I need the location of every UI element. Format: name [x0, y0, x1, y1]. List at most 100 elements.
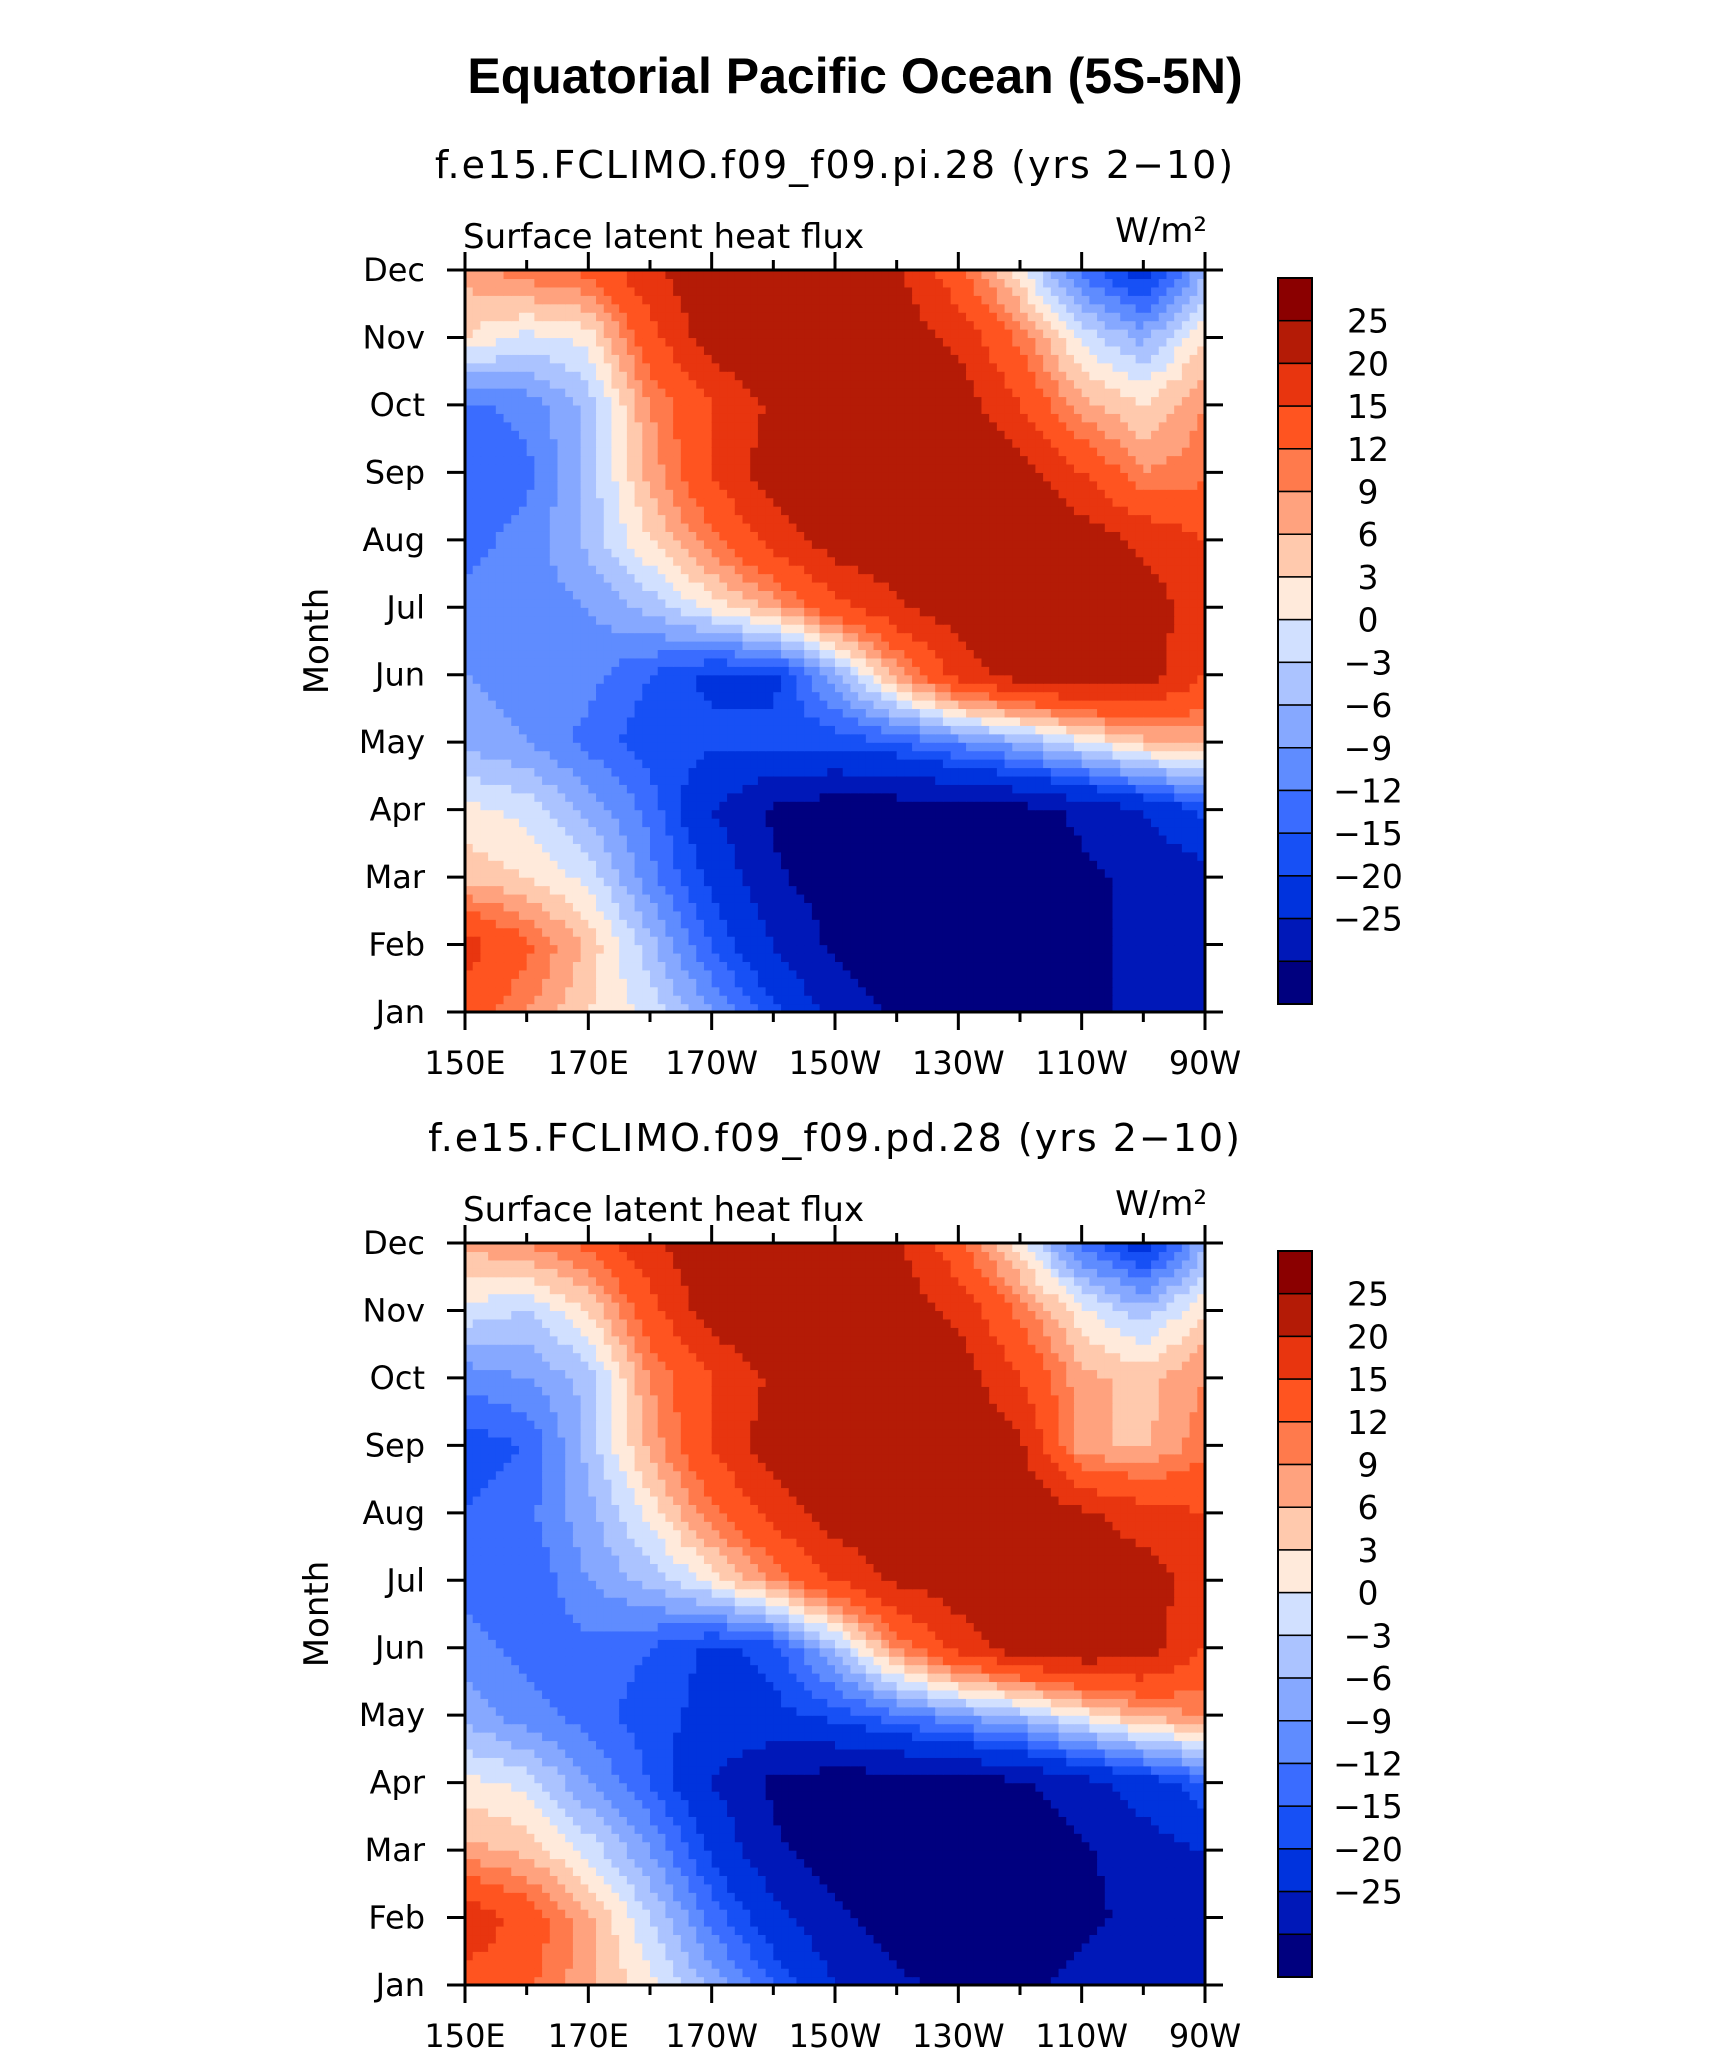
heatmap-cell	[1135, 750, 1144, 760]
heatmap-cell	[673, 927, 682, 937]
heatmap-cell	[1158, 700, 1168, 710]
heatmap-cell	[1050, 683, 1060, 693]
heatmap-cell	[542, 986, 551, 996]
heatmap-cell	[1112, 877, 1121, 887]
heatmap-cell	[819, 607, 828, 617]
heatmap-cell	[1097, 860, 1106, 870]
heatmap-cell	[942, 860, 952, 870]
heatmap-cell	[703, 775, 713, 785]
heatmap-cell	[896, 868, 905, 878]
heatmap-cell	[1012, 767, 1021, 777]
heatmap-cell	[966, 725, 975, 735]
heatmap-cell	[557, 919, 566, 929]
heatmap-cell	[1104, 978, 1114, 988]
heatmap-cell	[1189, 927, 1198, 937]
heatmap-cell	[665, 952, 674, 963]
heatmap-cell	[981, 742, 990, 752]
heatmap-cell	[1035, 919, 1044, 929]
heatmap-cell	[465, 700, 474, 710]
heatmap-cell	[873, 893, 882, 903]
heatmap-cell	[773, 683, 782, 693]
heatmap-cell	[1066, 893, 1075, 903]
heatmap-cell	[503, 784, 512, 794]
heatmap-cell	[912, 759, 921, 769]
heatmap-cell	[881, 683, 890, 693]
heatmap-cell	[703, 1003, 713, 1013]
heatmap-cell	[819, 969, 828, 979]
heatmap-cell	[1081, 725, 1090, 735]
heatmap-cell	[657, 742, 667, 752]
heatmap-cell	[1120, 910, 1129, 920]
heatmap-cell	[1143, 860, 1152, 870]
heatmap-cell	[1104, 877, 1114, 887]
heatmap-cell	[881, 885, 890, 895]
heatmap-cell	[603, 683, 613, 693]
heatmap-cell	[1135, 910, 1144, 920]
heatmap-cell	[811, 893, 821, 903]
heatmap-cell	[811, 936, 821, 946]
heatmap-cell	[472, 809, 482, 819]
heatmap-cell	[842, 834, 852, 844]
heatmap-cell	[757, 944, 767, 954]
heatmap-cell	[557, 691, 566, 701]
heatmap-cell	[526, 936, 535, 946]
heatmap-cell	[518, 750, 528, 760]
heatmap-cell	[688, 851, 697, 861]
heatmap-cell	[495, 978, 505, 988]
heatmap-cell	[580, 607, 589, 617]
heatmap-cell	[942, 885, 952, 895]
heatmap-cell	[850, 632, 859, 642]
heatmap-cell	[835, 759, 844, 769]
heatmap-cell	[873, 632, 882, 642]
heatmap-cell	[1020, 978, 1029, 988]
heatmap-cell	[942, 952, 952, 963]
heatmap-cell	[750, 759, 759, 769]
heatmap-cell	[472, 986, 482, 996]
heatmap-cell	[912, 969, 921, 979]
heatmap-cell	[688, 952, 697, 963]
heatmap-cell	[588, 927, 597, 937]
heatmap-cell	[650, 818, 659, 828]
heatmap-cell	[865, 767, 875, 777]
heatmap-cell	[804, 995, 813, 1005]
heatmap-cell	[781, 641, 790, 651]
heatmap-cell	[650, 556, 659, 566]
heatmap-cell	[865, 632, 875, 642]
heatmap-cell	[919, 641, 929, 651]
heatmap-cell	[1151, 834, 1160, 844]
heatmap-cell	[503, 868, 512, 878]
heatmap-cell	[1027, 641, 1037, 651]
heatmap-cell	[904, 742, 913, 752]
heatmap-cell	[958, 986, 967, 996]
heatmap-cell	[572, 944, 582, 954]
heatmap-cell	[981, 657, 990, 667]
heatmap-cell	[719, 624, 728, 634]
heatmap-cell	[565, 885, 574, 895]
heatmap-cell	[750, 750, 759, 760]
heatmap-cell	[1027, 927, 1037, 937]
heatmap-cell	[1135, 784, 1144, 794]
heatmap-cell	[518, 1003, 528, 1013]
heatmap-cell	[981, 843, 990, 853]
heatmap-cell	[904, 657, 913, 667]
heatmap-cell	[480, 666, 489, 676]
heatmap-cell	[1181, 952, 1191, 963]
heatmap-cell	[1151, 860, 1160, 870]
heatmap-cell	[465, 902, 474, 912]
heatmap-cell	[619, 902, 628, 912]
heatmap-cell	[1073, 936, 1083, 946]
heatmap-cell	[1181, 674, 1191, 684]
heatmap-cell	[1174, 1003, 1183, 1013]
heatmap-cell	[927, 944, 936, 954]
heatmap-cell	[480, 548, 489, 558]
heatmap-cell	[588, 995, 597, 1005]
heatmap-cell	[742, 927, 751, 937]
heatmap-cell	[665, 801, 674, 811]
heatmap-cell	[1089, 902, 1098, 912]
heatmap-cell	[549, 674, 559, 684]
heatmap-cell	[680, 674, 690, 684]
heatmap-cell	[1066, 607, 1075, 617]
heatmap-cell	[1104, 986, 1114, 996]
heatmap-cell	[1004, 674, 1013, 684]
heatmap-cell	[1166, 666, 1175, 676]
